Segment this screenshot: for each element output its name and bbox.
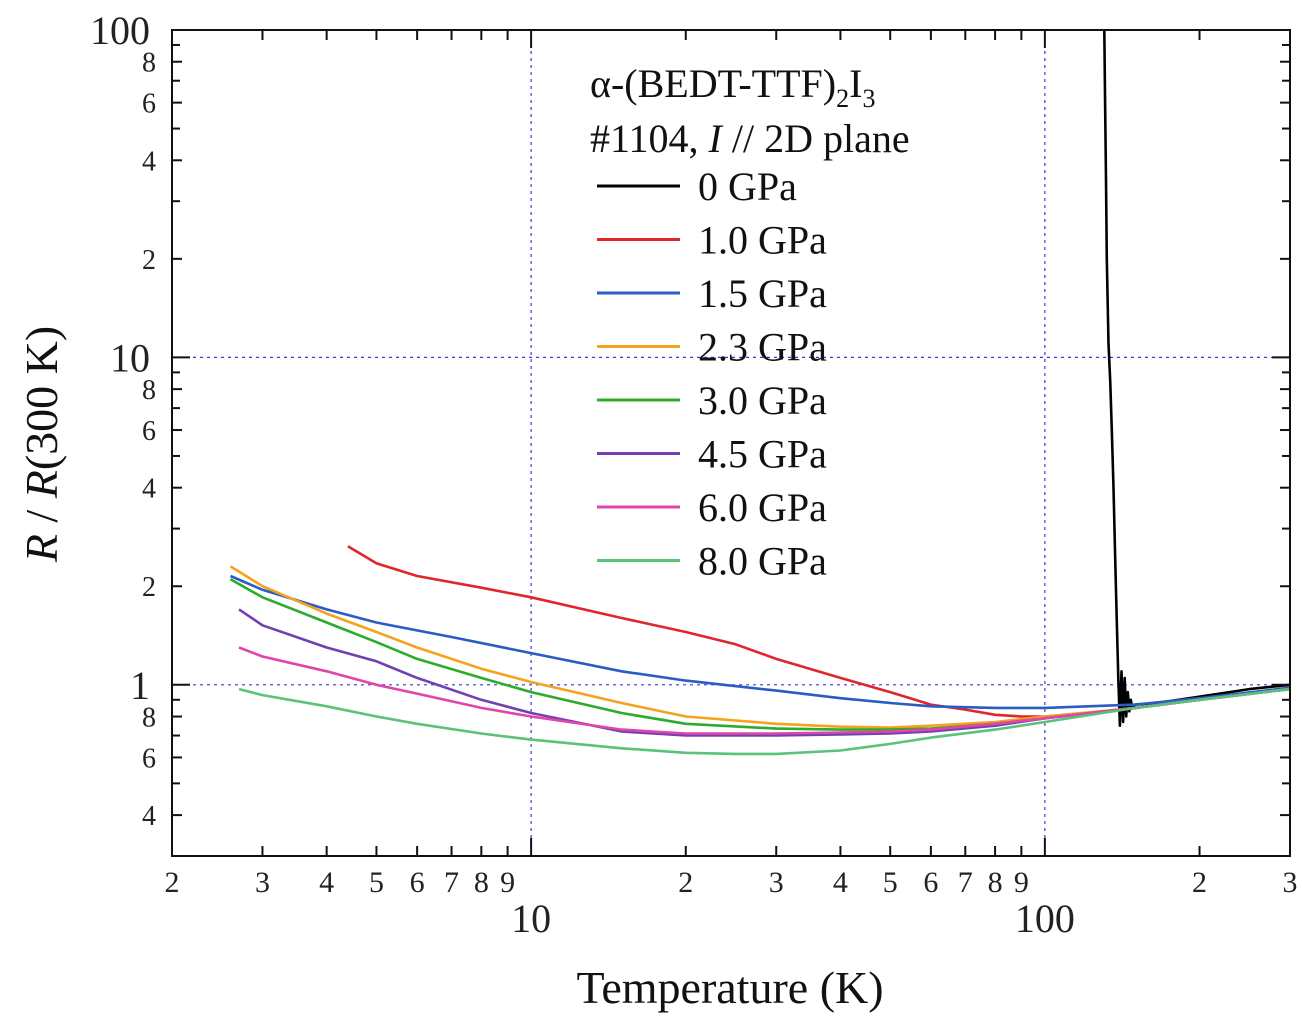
series-line-0-gpa — [1103, 29, 1291, 727]
x-minor-tick-label: 2 — [1192, 866, 1207, 899]
y-axis-title-rest: (300 K) — [16, 326, 67, 470]
y-minor-tick-label: 8 — [142, 703, 156, 734]
legend-label: 3.0 GPa — [698, 378, 827, 423]
y-minor-tick-label: 6 — [142, 89, 156, 120]
x-minor-tick-label: 7 — [444, 866, 459, 899]
y-minor-tick-label: 6 — [142, 416, 156, 447]
series-line-4-5-gpa — [238, 608, 1291, 737]
x-minor-tick-label: 3 — [255, 866, 270, 899]
y-minor-tick-label: 4 — [142, 474, 156, 505]
x-minor-tick-label: 9 — [1014, 866, 1029, 899]
x-minor-tick-label: 7 — [958, 866, 973, 899]
legend-title-sub2: 3 — [862, 84, 875, 113]
y-minor-tick-label: 4 — [142, 801, 156, 832]
legend-title2-suffix: // 2D plane — [722, 116, 910, 161]
x-major-tick-label: 10 — [511, 896, 551, 941]
legend-title-mid: I — [849, 61, 862, 106]
x-minor-tick-label: 6 — [410, 866, 425, 899]
y-minor-tick-label: 2 — [142, 245, 156, 276]
legend-label: 4.5 GPa — [698, 432, 827, 477]
legend-title-sub1: 2 — [836, 84, 849, 113]
x-minor-tick-label: 5 — [369, 866, 384, 899]
axis-ticks — [171, 29, 1291, 856]
y-minor-tick-label: 4 — [142, 146, 156, 177]
x-minor-tick-label: 5 — [883, 866, 898, 899]
x-minor-tick-label: 3 — [1283, 866, 1298, 899]
series-line-6-0-gpa — [238, 646, 1291, 735]
x-minor-tick-label: 9 — [500, 866, 515, 899]
x-axis-title: Temperature (K) — [576, 962, 883, 1013]
y-axis-title-sep: / — [16, 498, 67, 534]
x-minor-tick-label: 4 — [319, 866, 334, 899]
legend-title-prefix: α-(BEDT-TTF) — [590, 61, 836, 106]
series-lines — [229, 29, 1291, 756]
x-minor-tick-label: 8 — [474, 866, 489, 899]
y-axis-title-r1: R — [16, 534, 67, 563]
x-minor-tick-label: 3 — [769, 866, 784, 899]
x-minor-tick-label: 6 — [923, 866, 938, 899]
y-major-tick-label: 100 — [90, 8, 150, 53]
legend-label: 8.0 GPa — [698, 539, 827, 584]
legend-label: 1.5 GPa — [698, 271, 827, 316]
y-axis-title-r2: R — [16, 470, 67, 499]
x-minor-tick-label: 2 — [678, 866, 693, 899]
y-axis-title: R / R(300 K) — [16, 326, 67, 563]
y-major-tick-label: 1 — [130, 663, 150, 708]
x-minor-tick-label: 4 — [833, 866, 848, 899]
series-line-1-5-gpa — [229, 574, 1291, 710]
y-minor-tick-label: 2 — [142, 572, 156, 603]
x-major-tick-label: 100 — [1015, 896, 1075, 941]
legend-label: 0 GPa — [698, 164, 797, 209]
legend-label: 2.3 GPa — [698, 325, 827, 370]
legend-label: 1.0 GPa — [698, 218, 827, 263]
legend-title2-prefix: #1104, — [590, 116, 709, 161]
legend-title-line1: α-(BEDT-TTF)2I3 — [590, 61, 875, 113]
series-line-2-3-gpa — [229, 565, 1291, 729]
x-minor-tick-label: 8 — [988, 866, 1003, 899]
y-minor-tick-label: 8 — [142, 375, 156, 406]
y-major-tick-label: 10 — [110, 335, 150, 380]
legend: α-(BEDT-TTF)2I3 #1104, I // 2D plane 0 G… — [590, 61, 910, 584]
legend-entries: 0 GPa 1.0 GPa 1.5 GPa 2.3 GPa 3.0 GPa 4.5 GPa… — [597, 164, 827, 584]
series-line-8-0-gpa — [238, 687, 1291, 756]
y-minor-tick-label: 6 — [142, 743, 156, 774]
legend-label: 6.0 GPa — [698, 485, 827, 530]
legend-title-line2: #1104, I // 2D plane — [590, 116, 910, 161]
y-minor-tick-label: 8 — [142, 48, 156, 79]
legend-title2-italic: I — [708, 116, 724, 161]
plot-frame — [171, 29, 1291, 857]
x-minor-tick-label: 2 — [165, 866, 180, 899]
